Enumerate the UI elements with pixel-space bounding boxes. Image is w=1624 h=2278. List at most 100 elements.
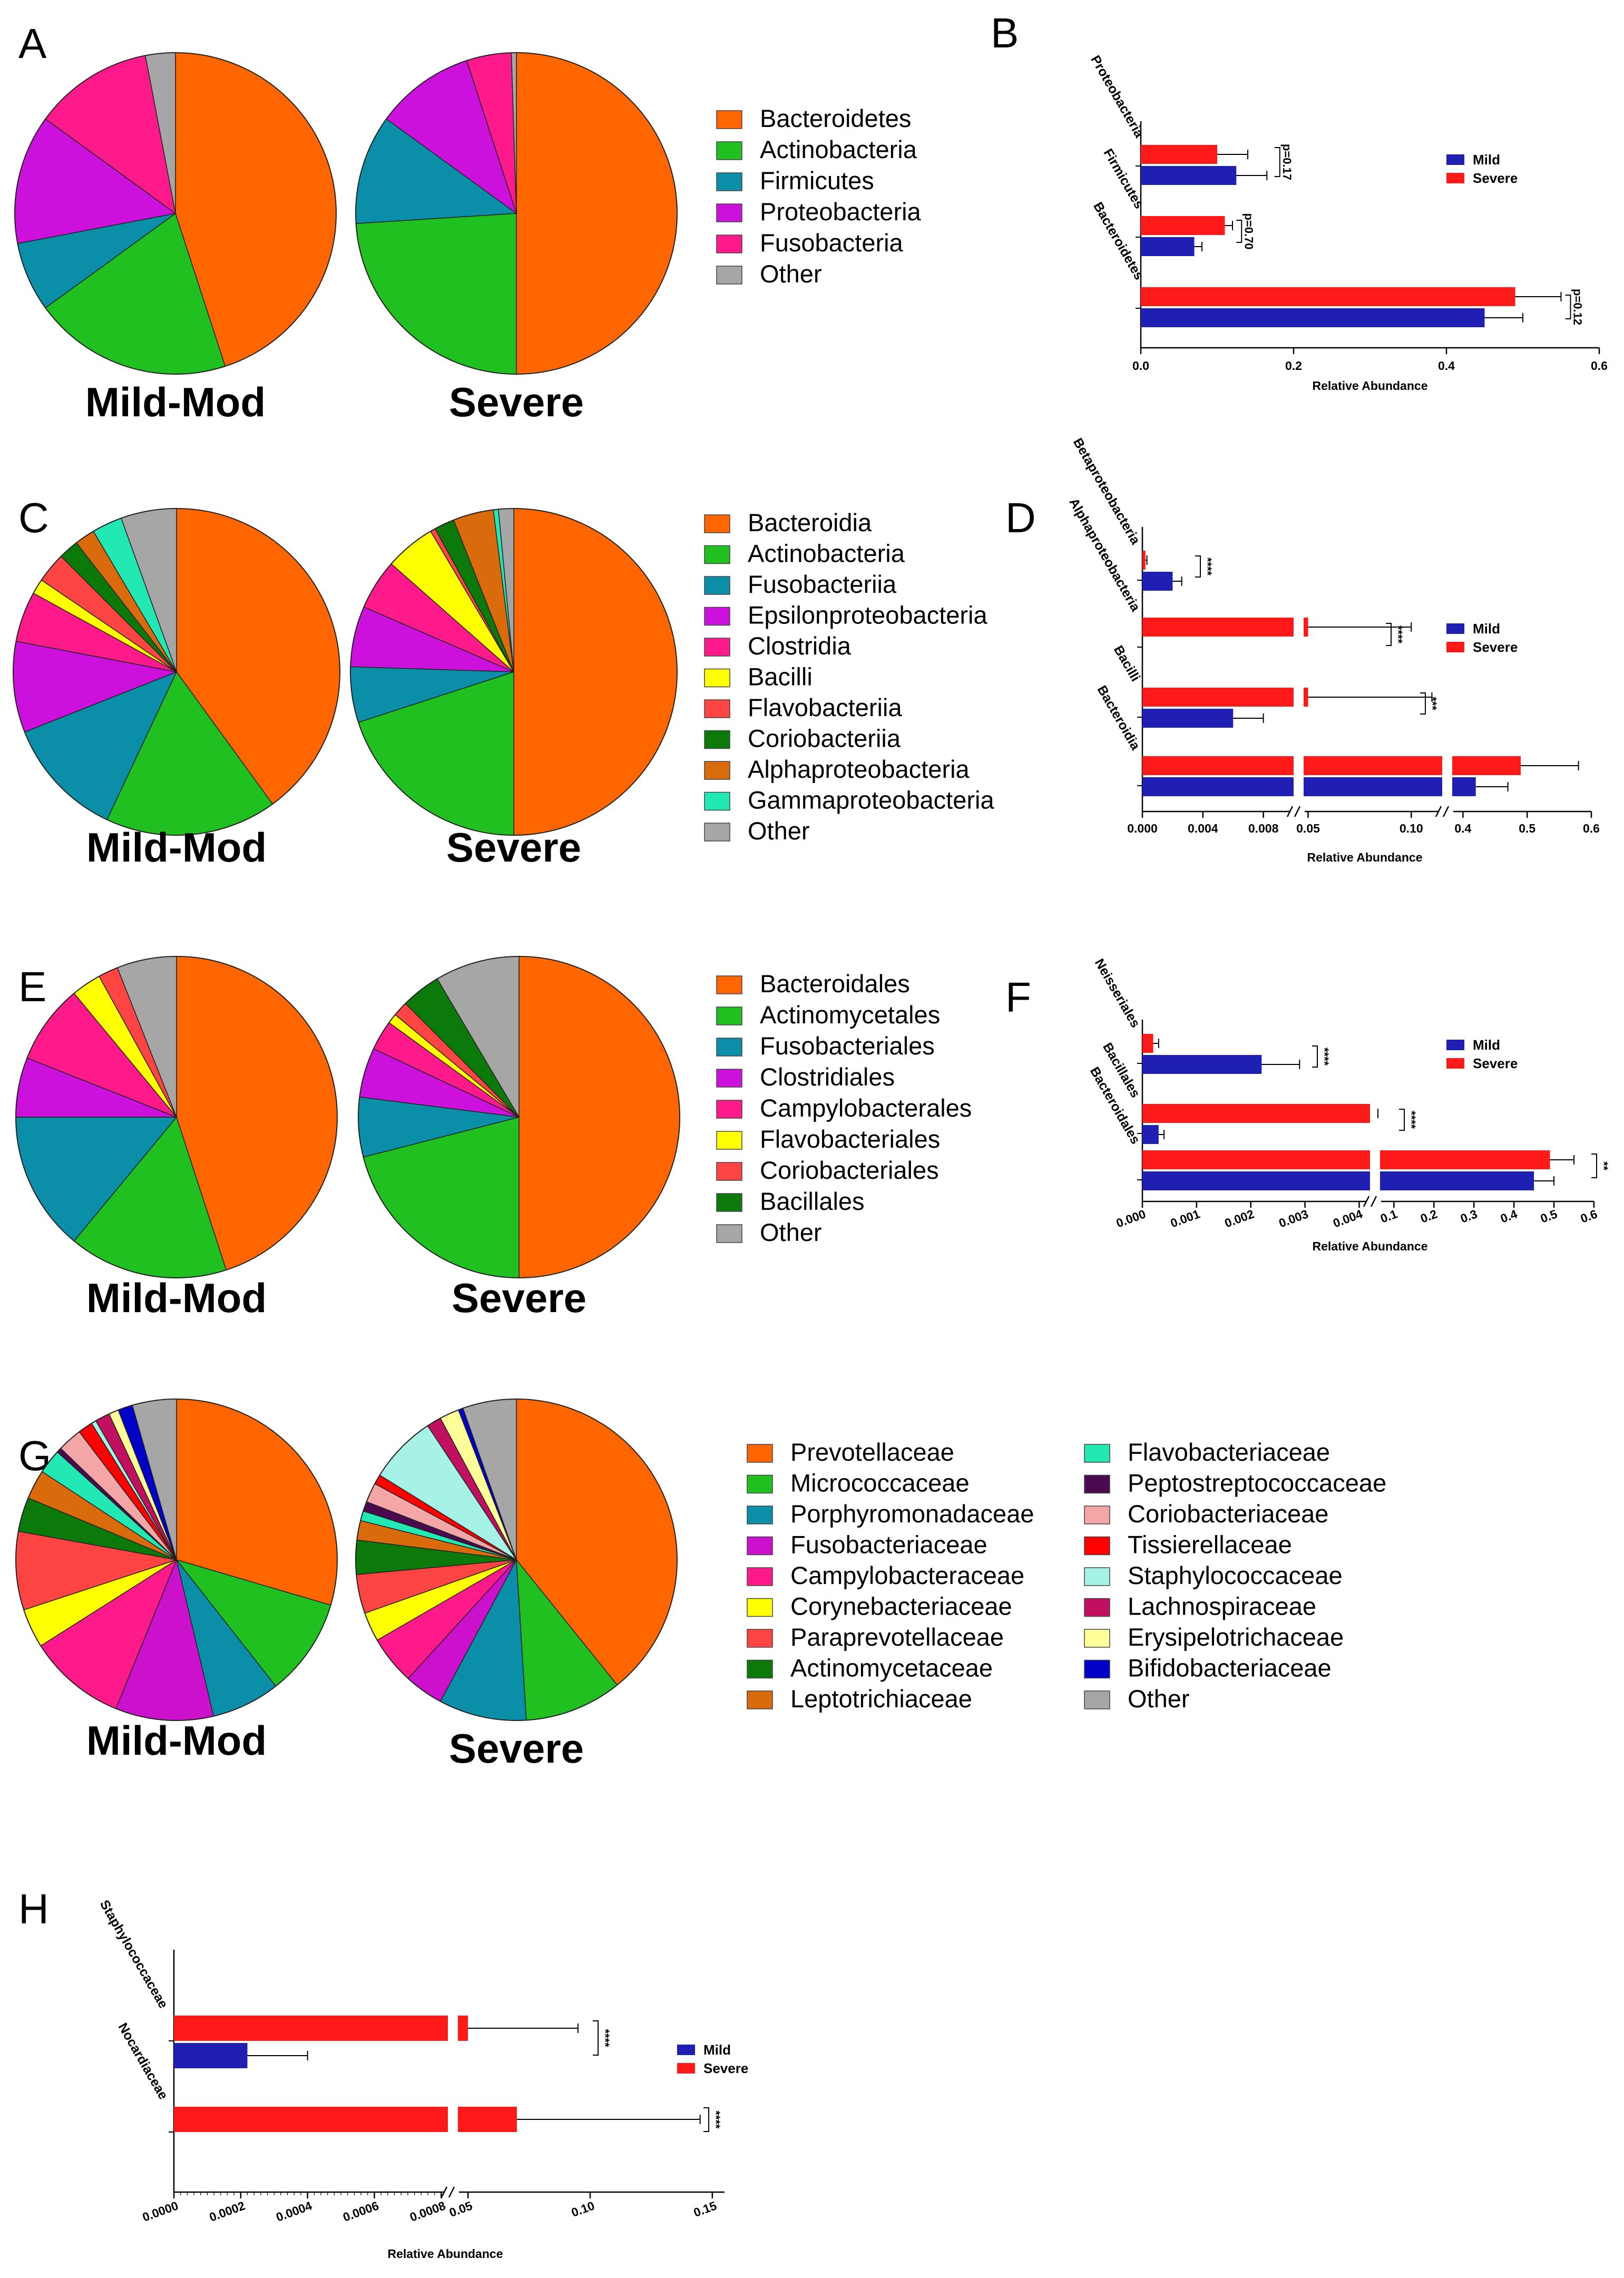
legend-label-A: Actinobacteria	[760, 135, 917, 163]
H-xlabel: Relative Abundance	[388, 2247, 503, 2261]
D-sig-label: ***	[1426, 697, 1439, 710]
legend-swatch-G	[1084, 1444, 1110, 1463]
legend-label-G: Corynebacteriaceae	[790, 1592, 1012, 1620]
legend-label-severe: Severe	[1473, 639, 1518, 655]
legend-swatch-G	[747, 1505, 773, 1524]
F-xtick-label: 0.6	[1579, 1207, 1599, 1225]
legend-label-A: Bacteroidetes	[760, 104, 911, 132]
B-bar-mild	[1141, 166, 1237, 185]
pie-G-mild-outline	[15, 1399, 338, 1721]
F-sig-label: ****	[1318, 1048, 1331, 1066]
H-xtick-label: 0.0000	[141, 2198, 180, 2224]
legend-swatch-severe	[1446, 642, 1464, 652]
legend-swatch-G	[747, 1629, 773, 1648]
panel-label-b: B	[991, 9, 1019, 56]
legend-label-C: Actinobacteria	[748, 540, 905, 568]
legend-swatch-G	[1084, 1536, 1110, 1556]
B-xtick-label: 0.2	[1285, 359, 1302, 373]
legend-swatch-severe	[1446, 173, 1464, 183]
panel-label-e: E	[18, 963, 46, 1010]
H-xtick-label: 0.0002	[208, 2198, 247, 2224]
F-xlabel: Relative Abundance	[1313, 1239, 1428, 1253]
legend-label-E: Bacteroidales	[760, 970, 910, 998]
legend-swatch-E	[716, 1069, 742, 1088]
legend-label-mild: Mild	[703, 2042, 731, 2058]
F-xtick-label: 0.3	[1459, 1207, 1479, 1225]
D-bar-severe	[1142, 551, 1146, 570]
legend-label-G: Micrococcaceae	[790, 1469, 970, 1497]
F-sig	[1312, 1045, 1318, 1068]
legend-label-G: Fusobacteriaceae	[790, 1531, 987, 1559]
B-pvalue	[1565, 295, 1571, 319]
legend-swatch-E	[716, 1100, 742, 1119]
group-label-mild: Mild-Mod	[85, 379, 266, 425]
group-label-mild: Mild-Mod	[86, 1275, 267, 1321]
legend-label-E: Flavobacteriales	[760, 1125, 940, 1153]
pie-C-severe-outline	[350, 508, 678, 836]
F-xtick-label: 0.5	[1539, 1207, 1559, 1225]
D-category-label: Bacteroidia	[1094, 683, 1143, 753]
legend-swatch-E	[716, 1131, 742, 1150]
D-bar-mild	[1142, 572, 1173, 591]
F-xtick-label: 0.2	[1418, 1207, 1439, 1225]
legend-label-G: Flavobacteriaceae	[1128, 1438, 1330, 1466]
legend-label-C: Flavobacteriia	[748, 693, 902, 721]
D-bar-severe	[1142, 756, 1294, 775]
legend-label-G: Coriobacteriaceae	[1128, 1500, 1328, 1528]
legend-label-E: Bacillales	[760, 1187, 865, 1215]
legend-label-C: Bacteroidia	[748, 509, 872, 536]
legend-swatch-E	[716, 1038, 742, 1057]
F-bar-mild	[1380, 1171, 1534, 1190]
F-bar-severe	[1142, 1150, 1370, 1169]
legend-swatch-G	[1084, 1567, 1110, 1586]
D-bar-severe	[1304, 688, 1308, 707]
D-bar-severe	[1142, 618, 1294, 637]
B-bar-severe	[1141, 145, 1217, 164]
legend-label-G: Tissierellaceae	[1128, 1531, 1292, 1559]
legend-label-C: Clostridia	[748, 632, 852, 660]
legend-swatch-E	[716, 1193, 742, 1212]
legend-label-G: Peptostreptococcaceae	[1128, 1469, 1386, 1497]
legend-swatch-A	[716, 141, 742, 160]
group-label-mild: Mild-Mod	[86, 1717, 267, 1764]
pie-A-severe-outline	[355, 52, 678, 375]
D-sig-label: ****	[1201, 558, 1214, 576]
D-bar-mild	[1142, 709, 1234, 728]
pie-E-severe-outline	[358, 956, 680, 1278]
H-bar-severe	[174, 2107, 448, 2132]
legend-swatch-G	[747, 1567, 773, 1586]
F-bar-severe	[1142, 1034, 1153, 1053]
pie-E-mild-outline	[15, 956, 338, 1278]
D-category-label: Betaproteobacteria	[1070, 436, 1143, 547]
legend-swatch-A	[716, 203, 742, 222]
F-xtick-label: 0.003	[1277, 1207, 1310, 1230]
group-label-severe: Severe	[452, 1275, 586, 1321]
B-category-label: Bacteroidetes	[1090, 200, 1147, 282]
F-xtick-label: 0.001	[1169, 1207, 1202, 1230]
legend-swatch-C	[704, 791, 730, 811]
B-bar-severe	[1141, 287, 1515, 306]
legend-label-G: Actinomycetaceae	[790, 1654, 993, 1682]
legend-label-E: Clostridiales	[760, 1063, 895, 1091]
D-bar-mild	[1452, 777, 1476, 796]
pie-A-severe-slice-bacteroidetes	[516, 52, 678, 375]
F-xtick-label: 0.000	[1114, 1207, 1148, 1230]
H-bar-mild	[174, 2043, 248, 2068]
D-break	[1435, 806, 1442, 817]
group-label-mild: Mild-Mod	[86, 824, 267, 871]
pie-A-mild-outline	[14, 52, 337, 375]
legend-label-E: Fusobacteriales	[760, 1032, 935, 1060]
H-xtick-label: 0.05	[447, 2198, 474, 2220]
F-xtick-label: 0.4	[1499, 1207, 1519, 1225]
legend-swatch-C	[704, 699, 730, 718]
panel-label-h: H	[18, 1885, 49, 1932]
legend-label-A: Proteobacteria	[760, 198, 922, 226]
legend-swatch-C	[704, 545, 730, 564]
legend-label-E: Campylobacterales	[760, 1094, 972, 1122]
legend-swatch-A	[716, 266, 742, 285]
legend-swatch-G	[1084, 1629, 1110, 1648]
H-xtick-label: 0.10	[570, 2198, 596, 2220]
F-xtick-label: 0.002	[1222, 1207, 1256, 1230]
F-bar-severe	[1380, 1150, 1550, 1169]
